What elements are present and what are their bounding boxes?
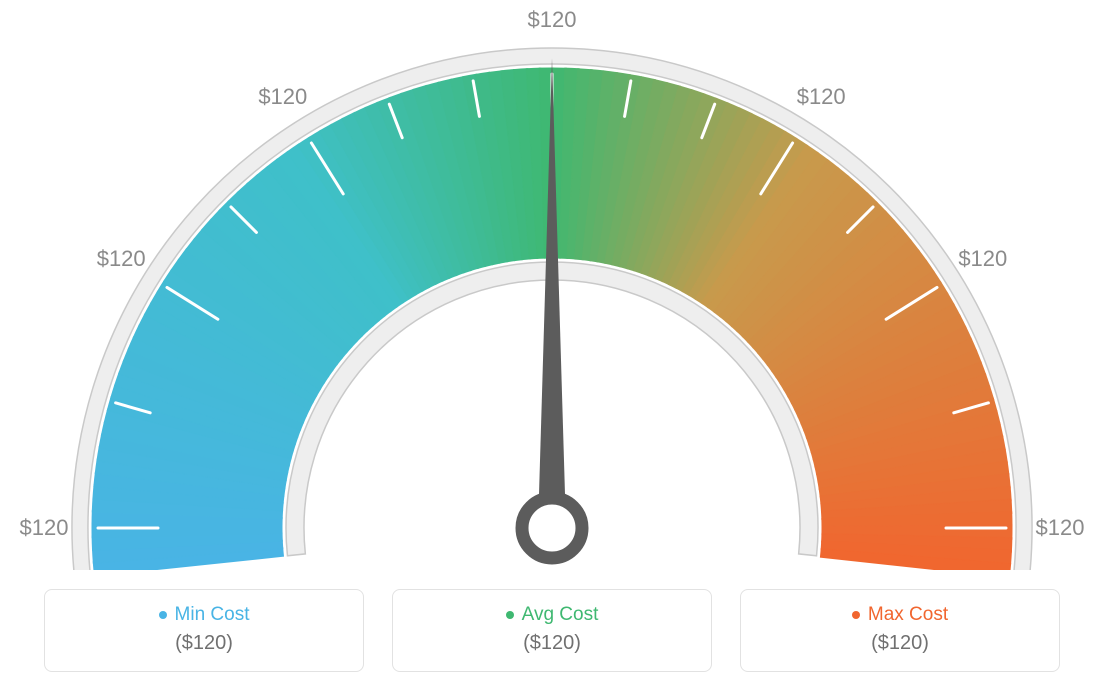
gauge-tick-label: $120	[958, 246, 1007, 272]
max-cost-card: Max Cost ($120)	[740, 589, 1060, 672]
avg-cost-card: Avg Cost ($120)	[392, 589, 712, 672]
avg-cost-title: Avg Cost	[522, 604, 599, 626]
max-dot-icon	[852, 611, 860, 619]
gauge-tick-label: $120	[258, 84, 307, 110]
min-cost-title: Min Cost	[175, 604, 250, 626]
avg-cost-title-row: Avg Cost	[506, 604, 599, 626]
summary-cards: Min Cost ($120) Avg Cost ($120) Max Cost…	[44, 589, 1060, 672]
min-cost-card: Min Cost ($120)	[44, 589, 364, 672]
gauge-chart: $120 $120 $120 $120 $120 $120 $120	[0, 0, 1104, 570]
gauge-tick-label: $120	[797, 84, 846, 110]
avg-dot-icon	[506, 611, 514, 619]
gauge-tick-label: $120	[97, 246, 146, 272]
max-cost-value: ($120)	[761, 632, 1039, 655]
min-cost-value: ($120)	[65, 632, 343, 655]
min-dot-icon	[159, 611, 167, 619]
max-cost-title: Max Cost	[868, 604, 948, 626]
max-cost-title-row: Max Cost	[852, 604, 948, 626]
gauge-tick-label: $120	[20, 515, 69, 541]
min-cost-title-row: Min Cost	[159, 604, 250, 626]
avg-cost-value: ($120)	[413, 632, 691, 655]
gauge-tick-label: $120	[1036, 515, 1085, 541]
gauge-svg	[0, 0, 1104, 570]
gauge-tick-label: $120	[528, 7, 577, 33]
